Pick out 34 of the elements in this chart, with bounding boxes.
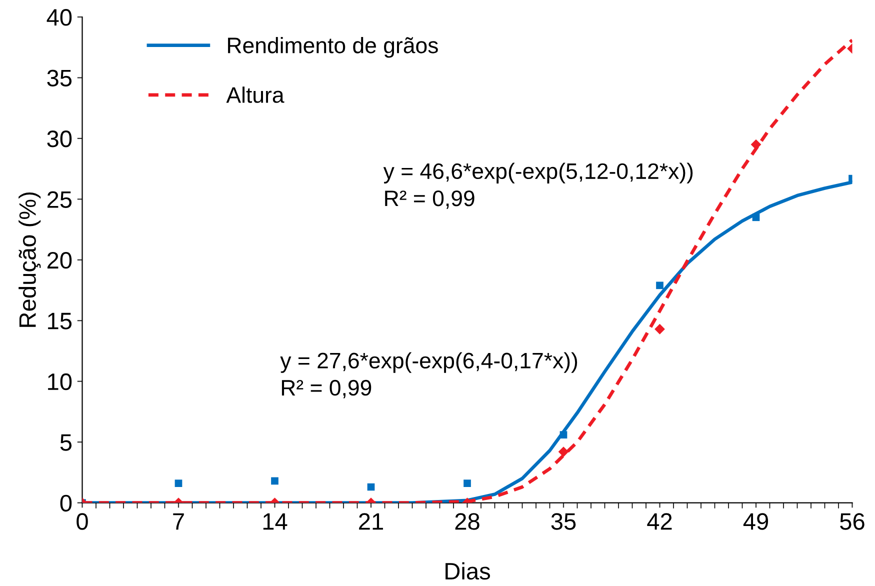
- y-tick-label: 30: [47, 130, 72, 148]
- x-tick-label: 49: [743, 513, 768, 530]
- point: [558, 446, 569, 457]
- point: [271, 477, 278, 485]
- y-tick-label: 15: [48, 312, 72, 330]
- legend-label: Rendimento de grãos: [228, 36, 438, 58]
- point: [464, 480, 471, 488]
- x-tick-label: 28: [455, 513, 480, 530]
- y-tick-label: 25: [47, 191, 72, 208]
- y-tick-label: 5: [60, 434, 72, 451]
- annotation: y = 27,6*exp(-exp(6,4-0,17*x)) R² = 0,99: [280, 352, 578, 398]
- annotation: y = 46,6*exp(-exp(5,12-0,12*x)) R² = 0,99: [383, 162, 693, 209]
- x-axis-title: Dias: [446, 562, 490, 580]
- x-tick-label: 42: [647, 513, 672, 530]
- y-tick-label: 10: [48, 373, 72, 390]
- y-tick-label: 35: [47, 70, 72, 87]
- point: [656, 282, 664, 290]
- point: [752, 214, 760, 222]
- x-tick-label: 35: [551, 513, 576, 530]
- y-tick-label: 20: [47, 252, 72, 269]
- x-tick-label: 56: [840, 513, 864, 530]
- legend-label: Altura: [226, 86, 284, 103]
- point: [560, 431, 568, 438]
- y-axis-title: Redução (%): [18, 192, 41, 327]
- point: [750, 139, 762, 150]
- y-tick-label: 0: [60, 494, 72, 512]
- x-tick-label: 0: [76, 513, 88, 530]
- x-tick-label: 14: [263, 513, 288, 530]
- point: [174, 480, 182, 488]
- x-tick-label: 7: [173, 513, 184, 530]
- point: [654, 324, 665, 334]
- x-tick-label: 21: [359, 513, 383, 530]
- point: [367, 483, 375, 491]
- y-tick-label: 40: [46, 9, 72, 26]
